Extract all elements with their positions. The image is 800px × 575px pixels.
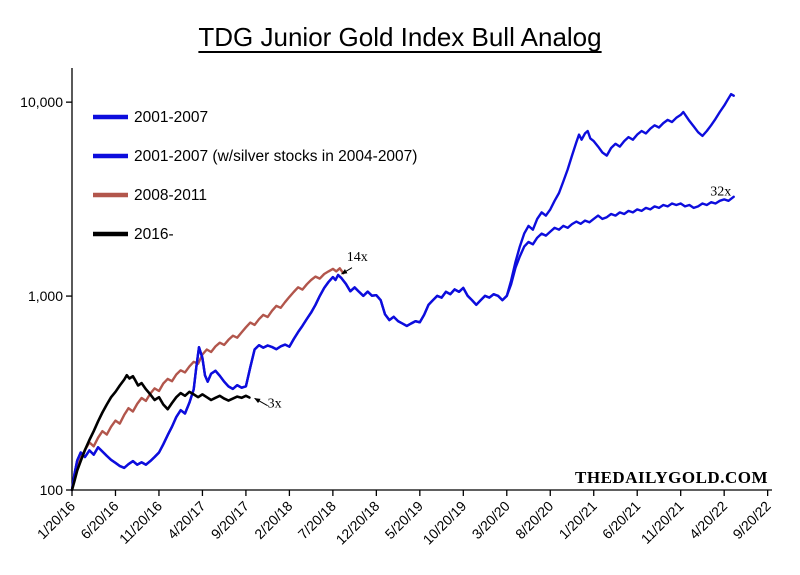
annotation-14x: 14x: [347, 250, 368, 265]
x-tick-label-11: 8/20/20: [512, 498, 556, 542]
x-tick-label-3: 4/20/17: [164, 498, 208, 542]
x-tick-label-10: 3/20/20: [469, 498, 513, 542]
annotation-3x: 3x: [268, 397, 282, 412]
y-tick-label-2: 10,000: [20, 94, 63, 110]
x-tick-label-9: 10/20/19: [420, 498, 470, 548]
legend-label-3: 2016-: [134, 226, 174, 243]
series-line-2: [70, 267, 345, 492]
series-line-3: [70, 373, 251, 492]
y-tick-label-0: 100: [40, 482, 64, 498]
x-tick-label-5: 2/20/18: [251, 498, 295, 542]
x-tick-label-7: 12/20/18: [333, 498, 383, 548]
x-tick-label-14: 11/20/21: [638, 498, 687, 547]
y-tick-label-1: 1,000: [28, 288, 63, 304]
chart-title: TDG Junior Gold Index Bull Analog: [198, 22, 602, 52]
legend-label-0: 2001-2007: [134, 109, 208, 126]
annotation-32x: 32x: [710, 185, 731, 200]
x-tick-label-15: 4/20/22: [686, 498, 730, 542]
x-tick-label-4: 9/20/17: [208, 498, 252, 542]
x-tick-label-16: 9/20/22: [729, 498, 773, 542]
x-tick-label-2: 11/20/16: [116, 498, 165, 547]
legend-label-1: 2001-2007 (w/silver stocks in 2004-2007): [134, 148, 417, 165]
legend-label-2: 2008-2011: [134, 187, 207, 204]
x-tick-label-0: 1/20/16: [34, 498, 78, 542]
series-line-0: [70, 195, 735, 492]
x-tick-label-12: 1/20/21: [556, 498, 600, 542]
annotation-arrow: [341, 267, 353, 275]
axes: [71, 68, 772, 491]
annotation-arrow: [254, 397, 268, 407]
watermark: THEDAILYGOLD.COM: [575, 468, 768, 487]
